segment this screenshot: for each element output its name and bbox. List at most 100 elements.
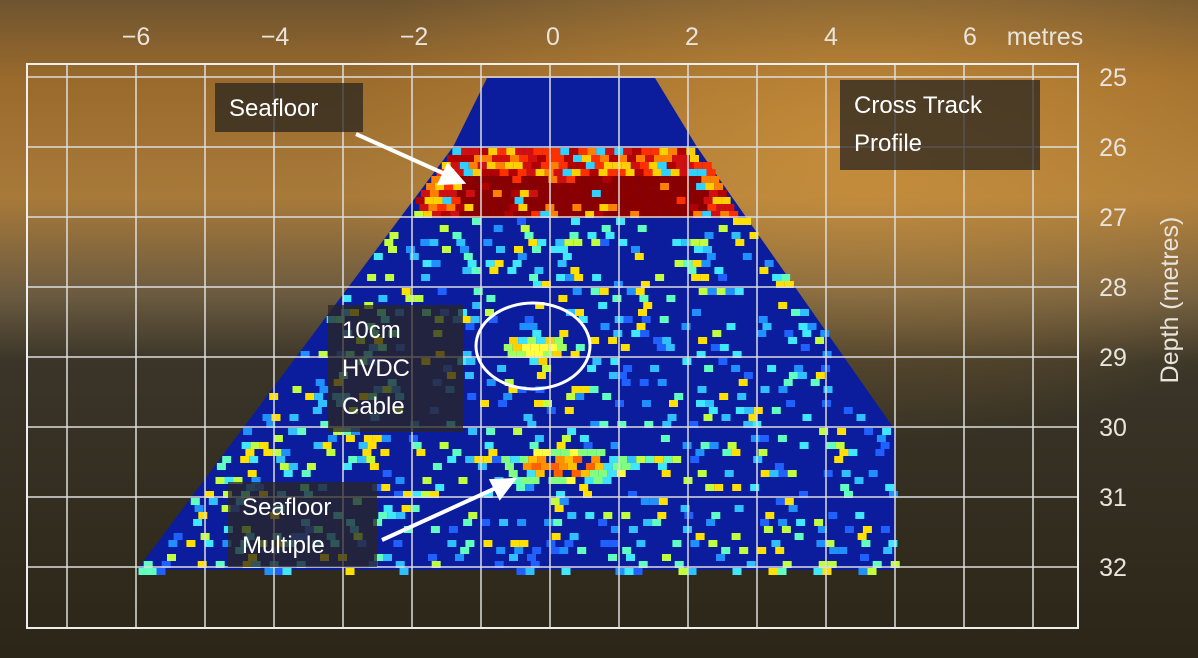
sonar-cell (750, 484, 760, 491)
sonar-cell (555, 456, 565, 463)
sonar-cell (528, 190, 538, 197)
sonar-cell (774, 463, 784, 470)
sonar-cell (485, 176, 495, 183)
sonar-cell (450, 162, 460, 169)
sonar-cell (615, 568, 625, 575)
sonar-cell (504, 463, 514, 470)
sonar-cell (839, 449, 849, 456)
sonar-cell (421, 274, 431, 281)
sonar-cell (197, 561, 207, 568)
sonar-cell (439, 442, 449, 449)
sonar-cell (240, 456, 250, 463)
sonar-cell (537, 155, 546, 162)
sonar-cell (661, 169, 671, 176)
sonar-cell (465, 323, 475, 330)
sonar-cell (534, 400, 543, 407)
sonar-cell (559, 246, 568, 253)
sonar-cell (566, 393, 576, 400)
sonar-cell (552, 183, 562, 190)
sonar-cell (533, 449, 543, 456)
sonar-cell (373, 519, 383, 526)
sonar-cell (503, 344, 513, 351)
sonar-cell (408, 435, 418, 442)
sonar-cell (489, 183, 499, 190)
sonar-cell (678, 183, 688, 190)
sonar-cell (488, 148, 498, 155)
sonar-cell (410, 505, 420, 512)
sonar-cell (461, 316, 471, 323)
sonar-cell (857, 533, 867, 540)
sonar-cell (648, 211, 658, 218)
sonar-cell (415, 197, 425, 204)
sonar-cell (612, 211, 622, 218)
sonar-cell (435, 183, 445, 190)
sonar-cell (567, 428, 577, 435)
sonar-cell (589, 169, 599, 176)
sonar-cell (482, 204, 492, 211)
sonar-cell (594, 211, 604, 218)
sonar-cell (558, 211, 568, 218)
sonar-cell (431, 176, 441, 183)
sonar-cell (462, 351, 472, 358)
x-tick-label: 0 (546, 23, 560, 51)
sonar-cell (522, 211, 532, 218)
sonar-cell (362, 449, 372, 456)
sonar-cell (598, 169, 608, 176)
y-tick-label: 25 (1099, 64, 1127, 92)
sonar-cell (301, 470, 311, 477)
sonar-cell (578, 148, 588, 155)
sonar-cell (384, 239, 394, 246)
sonar-cell (564, 456, 574, 463)
labels: −6 −4 −2 0 2 4 6 metres 25 26 27 28 29 30 31 32 Depth (m… (122, 23, 1184, 582)
sonar-cell (572, 288, 582, 295)
sonar-cell (527, 554, 536, 561)
sonar-cell (732, 484, 742, 491)
sonar-cell (555, 239, 565, 246)
sonar-cell (458, 176, 468, 183)
sonar-cell (627, 155, 636, 162)
sonar-cell (589, 386, 599, 393)
sonar-cell (834, 456, 844, 463)
sonar-cell (775, 498, 785, 505)
sonar-cell (742, 253, 752, 260)
sonar-cell (272, 449, 282, 456)
sonar-cell (564, 190, 574, 197)
sonar-cell (860, 554, 869, 561)
sonar-cell (760, 519, 770, 526)
sonar-cell (587, 232, 597, 239)
sonar-cell (320, 421, 330, 428)
sonar-cell (744, 407, 754, 414)
sonar-cell (579, 183, 589, 190)
sonar-cell (603, 162, 613, 169)
sonar-cell (519, 456, 529, 463)
sonar-cell (504, 379, 514, 386)
sonar-cell (396, 512, 406, 519)
sonar-cell (543, 351, 553, 358)
sonar-cell (471, 267, 481, 274)
sonar-cell (640, 197, 650, 204)
sonar-cell (729, 211, 739, 218)
sonar-cell (569, 533, 579, 540)
sonar-cell (592, 274, 602, 281)
sonar-cell (414, 295, 424, 302)
sonar-cell (697, 386, 707, 393)
sonar-cell (677, 148, 687, 155)
sonar-cell (463, 519, 473, 526)
sonar-cell (513, 428, 523, 435)
sonar-cell (781, 526, 791, 533)
sonar-cell (432, 211, 442, 218)
sonar-cell (173, 533, 183, 540)
sonar-cell (496, 197, 506, 204)
sonar-cell (775, 547, 785, 554)
y-tick-label: 29 (1099, 344, 1127, 372)
sonar-cell (610, 358, 620, 365)
sonar-cell (559, 547, 569, 554)
sonar-cell (758, 449, 768, 456)
sonar-cell (486, 295, 496, 302)
sonar-cell (524, 232, 534, 239)
sonar-cell (778, 519, 788, 526)
sonar-cell (554, 505, 564, 512)
sonar-cell (508, 470, 518, 477)
sonar-cell (539, 176, 549, 183)
